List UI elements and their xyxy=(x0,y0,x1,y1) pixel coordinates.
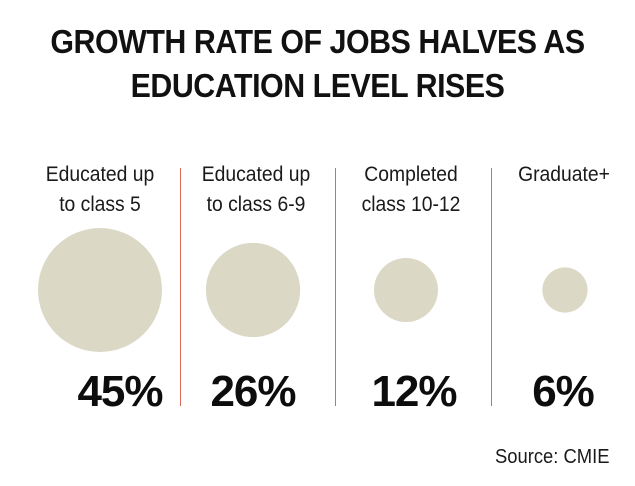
divider-1 xyxy=(180,168,181,406)
category-label-2-line-2: to class 6-9 xyxy=(206,193,306,216)
title-line-1: GROWTH RATE OF JOBS HALVES AS xyxy=(50,23,585,60)
category-label-4: Graduate+ xyxy=(499,160,630,190)
bubble-2 xyxy=(205,242,301,338)
category-label-3: Completed class 10-12 xyxy=(342,160,480,220)
bubble-3 xyxy=(374,258,438,322)
category-label-4-line-1: Graduate+ xyxy=(518,163,610,186)
value-label-1: 45% xyxy=(77,367,163,416)
category-label-1-line-2: to class 5 xyxy=(59,193,141,216)
category-panel-4: Graduate+ xyxy=(493,160,635,410)
divider-3 xyxy=(491,168,492,406)
value-label-4: 6% xyxy=(532,367,595,416)
value-label-2: 26% xyxy=(210,367,296,416)
bubble-4 xyxy=(542,267,588,313)
value-label-3: 12% xyxy=(371,367,457,416)
category-label-1: Educated up to class 5 xyxy=(26,160,173,220)
bubble-1 xyxy=(38,228,162,352)
category-label-3-line-2: class 10-12 xyxy=(361,193,461,216)
category-label-1-line-1: Educated up xyxy=(45,163,155,186)
category-label-3-line-1: Completed xyxy=(364,163,458,186)
divider-2 xyxy=(335,168,336,406)
category-panel-2: Educated up to class 6-9 xyxy=(181,160,331,410)
category-panel-3: Completed class 10-12 xyxy=(336,160,486,410)
title-line-2: EDUCATION LEVEL RISES xyxy=(130,67,505,104)
category-label-2-line-1: Educated up xyxy=(201,163,311,186)
category-label-2: Educated up to class 6-9 xyxy=(187,160,325,220)
source-note: Source: CMIE xyxy=(494,446,609,468)
category-panel-1: Educated up to class 5 xyxy=(20,160,180,410)
chart-title: GROWTH RATE OF JOBS HALVES AS EDUCATION … xyxy=(25,20,609,108)
